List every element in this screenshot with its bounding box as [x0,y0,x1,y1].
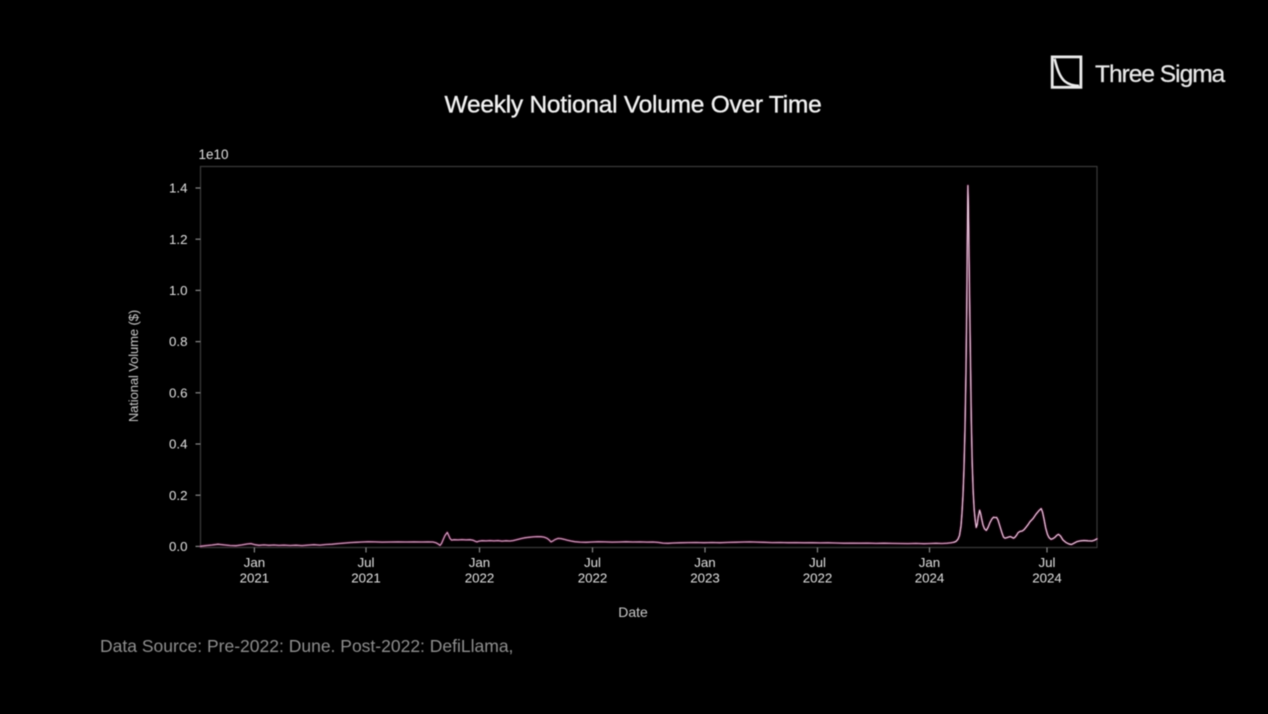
svg-text:2023: 2023 [690,571,720,586]
svg-text:0.6: 0.6 [169,385,188,400]
svg-text:Jan: Jan [694,555,715,570]
svg-text:2024: 2024 [915,571,945,586]
svg-text:1e10: 1e10 [199,147,229,162]
svg-text:2022: 2022 [803,571,833,586]
svg-text:Date: Date [618,604,648,620]
svg-text:2021: 2021 [240,571,270,586]
svg-text:0.0: 0.0 [169,539,188,554]
svg-text:2022: 2022 [578,571,608,586]
svg-text:Weekly Notional Volume Over Ti: Weekly Notional Volume Over Time [445,92,822,119]
svg-text:2024: 2024 [1032,571,1062,586]
svg-text:Jul: Jul [584,555,601,570]
svg-text:Jan: Jan [469,555,490,570]
svg-text:0.2: 0.2 [169,488,188,503]
svg-text:Jul: Jul [1039,555,1056,570]
svg-text:2021: 2021 [351,571,381,586]
svg-text:Jul: Jul [809,555,826,570]
svg-text:1.2: 1.2 [169,232,188,247]
svg-text:Jul: Jul [358,555,375,570]
svg-text:Jan: Jan [244,555,265,570]
svg-text:Data Source: Pre-2022: Dune. P: Data Source: Pre-2022: Dune. Post-2022: … [100,636,513,656]
svg-text:Jan: Jan [919,555,940,570]
svg-text:0.4: 0.4 [169,437,188,452]
svg-text:2022: 2022 [465,571,495,586]
svg-text:National Volume ($): National Volume ($) [126,310,141,422]
svg-text:1.0: 1.0 [169,283,188,298]
svg-text:Three Sigma: Three Sigma [1095,61,1226,88]
svg-text:1.4: 1.4 [169,181,188,196]
svg-text:0.8: 0.8 [169,334,188,349]
